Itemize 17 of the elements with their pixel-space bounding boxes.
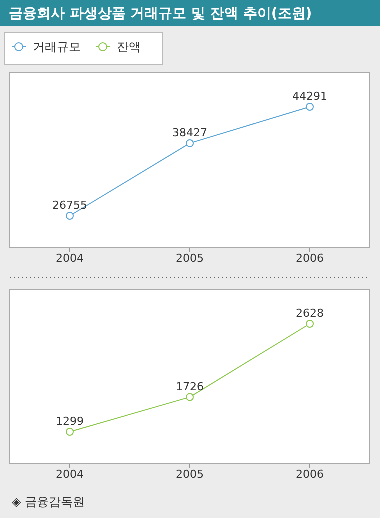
x-tick-label: 2005	[176, 468, 204, 481]
data-label: 1726	[176, 380, 204, 394]
x-tick-label: 2005	[176, 252, 204, 265]
x-tick-label: 2004	[56, 468, 84, 481]
x-tick-label: 2006	[296, 252, 324, 265]
x-tick-label: 2004	[56, 252, 84, 265]
data-label: 2628	[296, 307, 324, 320]
x-tick-label: 2006	[296, 468, 324, 481]
data-label: 1299	[56, 415, 84, 428]
data-label: 44291	[292, 90, 328, 103]
chart-title: 금융회사 파생상품 거래규모 및 잔액 추이(조원)	[9, 6, 312, 22]
data-label: 38427	[172, 126, 208, 140]
text: ◈ 금융감독원	[12, 495, 86, 509]
data-label: 26755	[52, 199, 88, 212]
legend-label: 거래규모	[33, 40, 81, 54]
title-bar: 금융회사 파생상품 거래규모 및 잔액 추이(조원)	[0, 0, 380, 26]
legend-label: 잔액	[117, 40, 141, 54]
